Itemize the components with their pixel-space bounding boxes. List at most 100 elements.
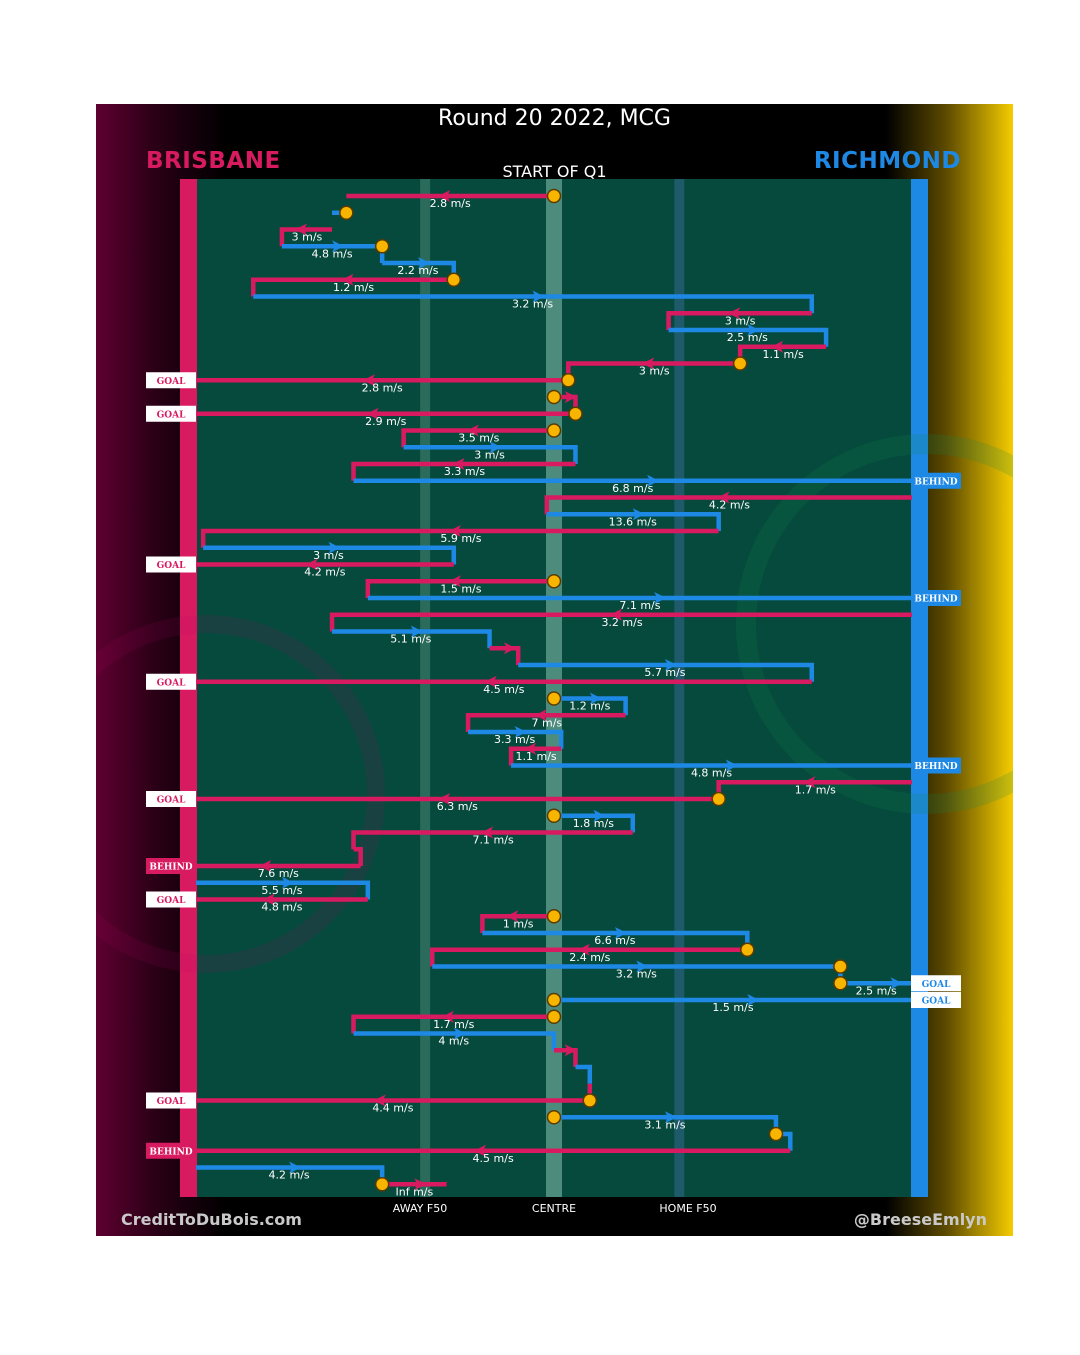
possession-segment-richmond bbox=[403, 445, 578, 464]
direction-arrow bbox=[647, 474, 660, 487]
axis-label-home-f50: HOME F50 bbox=[659, 1202, 717, 1215]
possession-segment-brisbane bbox=[465, 713, 626, 732]
outcome-tag-behind bbox=[911, 472, 961, 489]
ball-marker bbox=[374, 239, 390, 254]
speed-label: 4.2 m/s bbox=[304, 566, 345, 579]
outcome-tag-text: GOAL bbox=[922, 980, 952, 990]
speed-label: 2.8 m/s bbox=[430, 197, 471, 210]
possession-segment-brisbane bbox=[353, 847, 363, 866]
ball-marker bbox=[582, 1093, 598, 1108]
outcome-tag-goal bbox=[146, 791, 196, 807]
tiger-logo-watermark bbox=[736, 434, 1013, 814]
direction-arrow bbox=[664, 1111, 677, 1124]
direction-arrow bbox=[417, 257, 430, 269]
speed-label: 1.1 m/s bbox=[763, 348, 804, 361]
direction-arrow bbox=[448, 525, 461, 537]
speed-label: 3.1 m/s bbox=[644, 1118, 685, 1131]
possession-segment-richmond bbox=[668, 327, 829, 347]
speed-label: 6.8 m/s bbox=[612, 482, 653, 495]
outcome-tag-text: GOAL bbox=[157, 678, 187, 688]
speed-label: 3 m/s bbox=[313, 549, 344, 562]
speed-label: 4.8 m/s bbox=[261, 901, 302, 914]
outcome-tags: GOAL GOAL BEHIND GOAL BEHIND GOAL BEHIND GOAL BE… bbox=[146, 372, 961, 1159]
ball-marker bbox=[546, 992, 562, 1008]
ball-marker bbox=[833, 959, 848, 974]
watermark-logos bbox=[96, 434, 1013, 973]
direction-arrow bbox=[366, 407, 379, 420]
speed-label: 4.4 m/s bbox=[372, 1102, 413, 1115]
ball-marker bbox=[546, 1110, 562, 1125]
ball-marker bbox=[546, 574, 562, 589]
direction-arrow bbox=[642, 357, 655, 370]
possession-segment-brisbane bbox=[544, 495, 912, 515]
outcome-tag-text: BEHIND bbox=[149, 1147, 192, 1157]
direction-arrow bbox=[747, 324, 760, 336]
ball-marker bbox=[546, 808, 562, 823]
possession-segment-richmond bbox=[353, 1031, 557, 1051]
ball-marker bbox=[833, 976, 848, 991]
direction-arrow bbox=[289, 1161, 302, 1174]
speed-label: 4.5 m/s bbox=[483, 683, 524, 696]
possession-segment-brisbane bbox=[480, 914, 554, 933]
speed-label: 1.7 m/s bbox=[795, 783, 836, 796]
direction-arrow bbox=[747, 994, 760, 1006]
possession-segment-richmond bbox=[196, 880, 371, 900]
speed-label: 7 m/s bbox=[532, 716, 563, 729]
direction-arrow bbox=[332, 240, 345, 253]
speed-label: 1.1 m/s bbox=[516, 750, 557, 763]
speed-label: 4.2 m/s bbox=[269, 1169, 310, 1182]
speed-label: 3.2 m/s bbox=[601, 616, 642, 629]
speed-label: 3 m/s bbox=[639, 365, 670, 378]
possession-segment-brisbane bbox=[251, 277, 454, 297]
away-f50-band bbox=[420, 179, 431, 1197]
ball-marker bbox=[546, 423, 562, 438]
outcome-tag-text: GOAL bbox=[157, 896, 187, 906]
ball-marker bbox=[546, 691, 562, 706]
possession-segment-brisbane bbox=[401, 428, 554, 448]
possession-segment-richmond bbox=[554, 813, 636, 833]
direction-arrow bbox=[473, 1144, 486, 1157]
direction-arrow bbox=[506, 910, 519, 923]
possession-segment-brisbane bbox=[430, 947, 748, 967]
direction-arrow bbox=[484, 675, 497, 688]
speed-label: 6.3 m/s bbox=[437, 800, 478, 813]
outcome-tag-text: BEHIND bbox=[914, 762, 957, 772]
possession-segment-richmond bbox=[253, 294, 815, 314]
speed-label: 3.3 m/s bbox=[494, 733, 535, 746]
direction-arrow bbox=[503, 642, 516, 655]
speed-label: 1.5 m/s bbox=[712, 1001, 753, 1014]
direction-arrow bbox=[466, 424, 479, 437]
outcome-tag-text: BEHIND bbox=[914, 595, 957, 605]
direction-arrow bbox=[890, 977, 903, 990]
outcome-tag-text: BEHIND bbox=[914, 477, 957, 487]
possession-segment-brisbane bbox=[666, 311, 812, 330]
direction-arrow bbox=[564, 1044, 577, 1057]
direction-arrow bbox=[534, 709, 547, 722]
chain-chart: 2.8 m/s 3 m/s 4.8 m/s 2.2 m/s 1.2 m/s 3.2 m/s… bbox=[96, 179, 1013, 1198]
possession-segment-richmond bbox=[546, 512, 721, 531]
direction-arrow bbox=[717, 491, 730, 504]
credit-left: CreditToDuBois.com bbox=[121, 1210, 302, 1229]
outcome-tag-goal bbox=[146, 673, 196, 690]
direction-arrow bbox=[614, 927, 627, 939]
outcome-tag-goal bbox=[146, 405, 196, 422]
possession-segment-brisbane bbox=[279, 227, 333, 247]
outcome-tag-goal bbox=[146, 372, 196, 389]
direction-arrow bbox=[771, 340, 784, 353]
ball-marker bbox=[546, 909, 562, 924]
ball-marker bbox=[740, 942, 755, 957]
direction-arrow bbox=[489, 441, 502, 454]
outcome-tag-behind bbox=[146, 858, 196, 874]
ball-marker bbox=[374, 1177, 390, 1192]
direction-arrow bbox=[410, 625, 423, 638]
direction-arrow bbox=[577, 943, 590, 956]
outcome-tag-goal bbox=[146, 891, 196, 908]
ball-marker bbox=[732, 356, 748, 371]
direction-arrow bbox=[438, 793, 451, 805]
direction-arrow bbox=[589, 692, 602, 705]
direction-arrow bbox=[728, 307, 741, 320]
outcome-tag-goal bbox=[911, 975, 961, 992]
direction-arrow bbox=[452, 458, 465, 470]
speed-label: 2.2 m/s bbox=[397, 264, 438, 277]
ball-marker bbox=[546, 389, 562, 405]
